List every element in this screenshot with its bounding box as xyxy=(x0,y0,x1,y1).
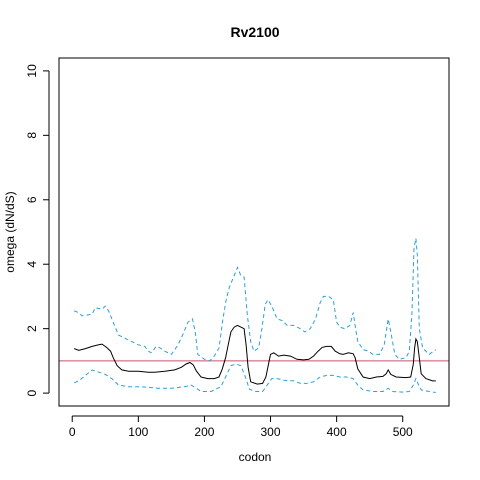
series-line-0 xyxy=(74,324,436,385)
plot-frame xyxy=(58,57,450,407)
x-tick-label: 400 xyxy=(327,425,347,439)
x-tick-label: 0 xyxy=(69,425,76,439)
x-tick-label: 200 xyxy=(194,425,214,439)
y-tick-label: 6 xyxy=(25,196,39,203)
y-tick-label: 4 xyxy=(25,261,39,268)
series-line-2 xyxy=(74,363,436,393)
plot-area: 0 100 200 300 400 500 0 2 4 6 8 10 xyxy=(25,57,450,439)
x-tick-label: 500 xyxy=(393,425,413,439)
y-tick-label: 10 xyxy=(25,64,39,78)
x-tick-label: 300 xyxy=(261,425,281,439)
y-tick-label: 2 xyxy=(25,325,39,332)
x-axis-label: codon xyxy=(239,450,272,464)
y-tick-label: 8 xyxy=(25,132,39,139)
y-axis-label: omega (dN/dS) xyxy=(3,191,17,272)
x-tick-label: 100 xyxy=(128,425,148,439)
series-line-1 xyxy=(74,238,437,362)
y-tick-label: 0 xyxy=(25,389,39,396)
chart-title: Rv2100 xyxy=(230,24,279,40)
